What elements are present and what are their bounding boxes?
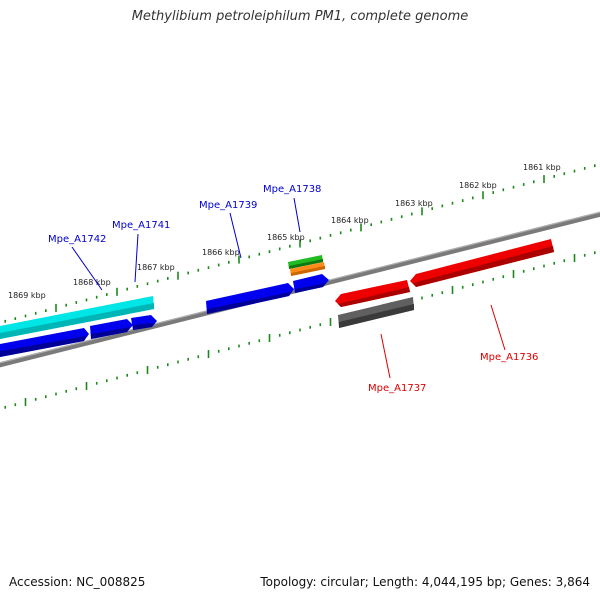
kbp-label-1869: 1869 kbp <box>8 291 46 300</box>
map-title: Methylibium petroleiphilum PM1, complete… <box>131 9 469 24</box>
kbp-label-1867: 1867 kbp <box>137 263 175 272</box>
gene-blue-mpe-a1739[interactable] <box>206 283 294 314</box>
gene-label-mpe-a1736[interactable]: Mpe_A1736 <box>480 352 538 363</box>
kbp-label-1864: 1864 kbp <box>331 216 369 225</box>
gene-blue-2[interactable] <box>90 319 133 339</box>
gene-label-mpe-a1738[interactable]: Mpe_A1738 <box>263 184 321 195</box>
gene-label-mpe-a1742[interactable]: Mpe_A1742 <box>48 234 106 245</box>
scale-ticks <box>4 164 596 409</box>
kbp-label-1861: 1861 kbp <box>523 163 561 172</box>
kbp-label-1865: 1865 kbp <box>267 233 305 242</box>
genome-summary-text: Topology: circular; Length: 4,044,195 bp… <box>260 575 590 589</box>
gene-orange[interactable] <box>290 262 325 276</box>
gene-label-mpe-a1741[interactable]: Mpe_A1741 <box>112 220 170 231</box>
gene-cyan-mpe-a1742[interactable] <box>0 296 154 340</box>
label-leaders <box>71 197 506 379</box>
gene-label-mpe-a1737[interactable]: Mpe_A1737 <box>368 383 426 394</box>
gene-gray-mpe-a1737[interactable] <box>338 297 414 328</box>
kbp-label-1863: 1863 kbp <box>395 199 433 208</box>
gene-blue-1[interactable] <box>0 328 89 358</box>
kbp-label-1868: 1868 kbp <box>73 278 111 287</box>
kbp-label-1862: 1862 kbp <box>459 181 497 190</box>
gene-blue-3[interactable] <box>131 315 157 330</box>
gene-label-mpe-a1739[interactable]: Mpe_A1739 <box>199 200 257 211</box>
kbp-label-1866: 1866 kbp <box>202 248 240 257</box>
accession-text: Accession: NC_008825 <box>9 575 146 589</box>
gene-blue-mpe-a1738-adjacent[interactable] <box>293 274 329 293</box>
gene-red-2[interactable] <box>335 280 410 307</box>
gene-red-mpe-a1736[interactable] <box>410 239 554 287</box>
gene-green-mpe-a1738[interactable] <box>288 255 323 269</box>
